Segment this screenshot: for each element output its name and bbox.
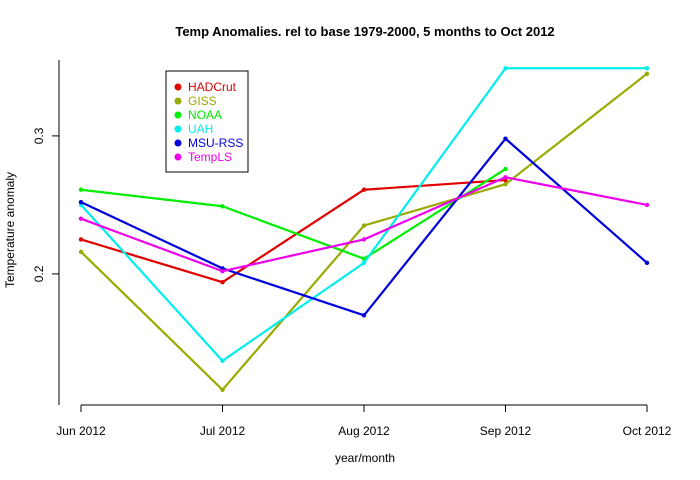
legend-marker (174, 111, 182, 119)
data-point (503, 66, 508, 71)
x-axis-label: year/month (335, 451, 395, 465)
data-point (503, 182, 508, 187)
legend-marker (174, 83, 182, 91)
data-point (220, 279, 225, 285)
legend-marker (174, 139, 182, 147)
legend-label: GISS (188, 94, 217, 108)
series-giss (78, 71, 650, 393)
series-line (80, 178, 506, 284)
data-point (78, 199, 84, 205)
data-point (78, 216, 84, 221)
legend-marker (174, 97, 182, 105)
x-tick-label: Oct 2012 (623, 424, 672, 438)
legend-marker (174, 153, 182, 161)
series-uah (78, 66, 650, 364)
data-point (503, 166, 508, 172)
data-point (220, 387, 225, 393)
data-point (644, 260, 650, 266)
legend-label: UAH (188, 122, 213, 136)
data-point (220, 358, 225, 364)
y-ticks: 0.2 0.3 (32, 127, 59, 282)
y-axis-label: Temperature anomaly (3, 172, 17, 288)
data-point (78, 187, 84, 192)
x-tick-label: Jul 2012 (200, 424, 246, 438)
legend-label: TempLS (188, 150, 232, 164)
data-point (503, 175, 508, 180)
data-point (361, 187, 367, 192)
data-point (361, 223, 367, 228)
x-ticks: Jun 2012 Jul 2012 Aug 2012 Sep 2012 Oct 2012 (56, 405, 672, 438)
chart-title: Temp Anomalies. rel to base 1979-2000, 5… (175, 24, 554, 39)
data-point (220, 268, 225, 274)
data-point (644, 71, 650, 77)
y-tick-label: 0.3 (32, 127, 46, 144)
data-point (503, 136, 508, 141)
data-point (361, 260, 367, 266)
legend-label: NOAA (188, 108, 222, 122)
x-tick-label: Aug 2012 (338, 424, 390, 438)
x-tick-label: Sep 2012 (480, 424, 532, 438)
legend-label: HADCrut (188, 80, 237, 94)
data-point (644, 202, 650, 208)
data-point (78, 237, 84, 242)
data-point (644, 66, 650, 71)
legend-label: MSU-RSS (188, 136, 243, 150)
data-point (361, 313, 367, 318)
x-tick-label: Jun 2012 (56, 424, 106, 438)
data-point (220, 204, 225, 209)
series-layer (78, 66, 650, 393)
data-point (78, 249, 84, 255)
series-templs (78, 175, 650, 274)
legend-marker (174, 125, 182, 133)
data-point (361, 237, 367, 242)
series-line (80, 168, 507, 260)
series-hadcrut (78, 177, 508, 285)
series-noaa (78, 166, 508, 261)
y-tick-label: 0.2 (32, 265, 46, 282)
